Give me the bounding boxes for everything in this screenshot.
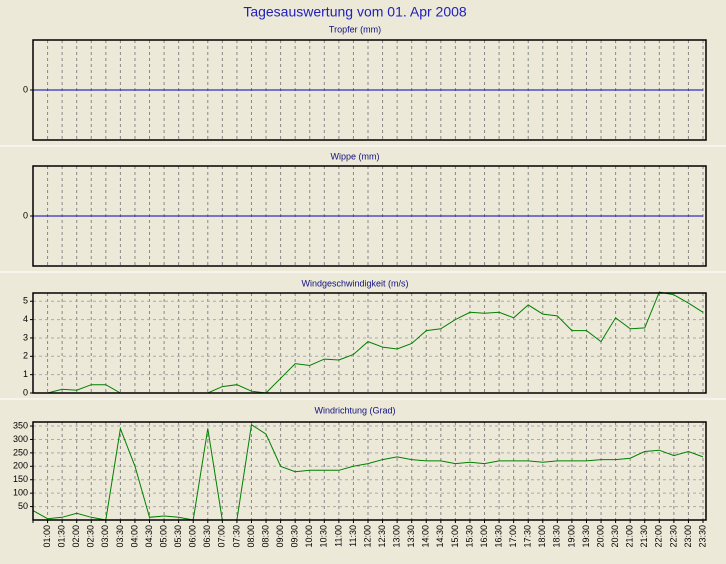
x-tick-label: 05:30 (173, 525, 183, 548)
x-tick-label: 04:30 (144, 525, 154, 548)
y-tick-label: 0 (23, 387, 28, 397)
y-tick-label: 300 (13, 434, 28, 444)
x-tick-label: 09:30 (290, 525, 300, 548)
plot-frame (32, 165, 707, 267)
x-tick-label: 16:00 (479, 525, 489, 548)
y-tick-label: 1 (23, 369, 28, 379)
y-tick-label: 100 (13, 488, 28, 498)
x-tick-label: 07:00 (217, 525, 227, 548)
x-tick-label: 04:00 (129, 525, 139, 548)
x-tick-label: 07:30 (231, 525, 241, 548)
page-title: Tagesauswertung vom 01. Apr 2008 (243, 4, 467, 20)
x-tick-label: 22:30 (668, 525, 678, 548)
x-tick-label: 12:00 (362, 525, 372, 548)
x-tick-label: 21:30 (639, 525, 649, 548)
x-tick-label: 23:30 (697, 525, 707, 548)
x-tick-label: 18:00 (537, 525, 547, 548)
y-tick-label: 50 (18, 501, 28, 511)
x-tick-label: 17:30 (523, 525, 533, 548)
y-tick-label: 350 (13, 420, 28, 430)
x-tick-label: 08:00 (246, 525, 256, 548)
x-tick-label: 14:30 (435, 525, 445, 548)
y-tick-label: 200 (13, 461, 28, 471)
x-tick-label: 15:30 (464, 525, 474, 548)
x-tick-label: 08:30 (260, 525, 270, 548)
panel-title: Windgeschwindigkeit (m/s) (301, 278, 408, 288)
x-tick-label: 20:00 (595, 525, 605, 548)
x-tick-label: 10:30 (319, 525, 329, 548)
panel-title: Wippe (mm) (331, 151, 380, 161)
y-tick-label: 2 (23, 351, 28, 361)
panel-title: Windrichtung (Grad) (314, 405, 395, 415)
x-tick-label: 11:30 (348, 525, 358, 547)
x-tick-label: 19:00 (566, 525, 576, 548)
panel-title: Tropfer (mm) (329, 24, 381, 34)
y-tick-label: 0 (23, 84, 28, 94)
x-tick-label: 13:00 (391, 525, 401, 548)
x-tick-label: 18:30 (552, 525, 562, 548)
x-tick-label: 13:30 (406, 525, 416, 548)
y-tick-label: 150 (13, 474, 28, 484)
y-tick-label: 250 (13, 447, 28, 457)
y-tick-label: 3 (23, 332, 28, 342)
x-tick-label: 05:00 (158, 525, 168, 548)
x-tick-label: 02:30 (86, 525, 96, 548)
x-tick-label: 11:00 (333, 525, 343, 547)
x-tick-label: 16:30 (493, 525, 503, 548)
x-tick-label: 03:00 (100, 525, 110, 548)
x-tick-label: 21:00 (625, 525, 635, 548)
plot-frame (32, 39, 707, 141)
x-tick-label: 06:30 (202, 525, 212, 548)
x-tick-label: 12:30 (377, 525, 387, 548)
x-tick-label: 23:00 (683, 525, 693, 548)
plot-frame (32, 421, 707, 521)
x-tick-label: 01:30 (56, 525, 66, 548)
x-tick-label: 10:00 (304, 525, 314, 548)
x-tick-label: 03:30 (115, 525, 125, 548)
x-tick-label: 14:00 (421, 525, 431, 548)
x-tick-label: 19:30 (581, 525, 591, 548)
x-tick-label: 01:00 (42, 525, 52, 548)
y-tick-label: 4 (23, 314, 28, 324)
y-tick-label: 0 (23, 210, 28, 220)
x-tick-label: 20:30 (610, 525, 620, 548)
x-tick-label: 22:00 (654, 525, 664, 548)
plot-frame (32, 292, 707, 394)
x-tick-label: 02:00 (71, 525, 81, 548)
y-tick-label: 5 (23, 296, 28, 306)
x-tick-label: 17:00 (508, 525, 518, 548)
x-tick-label: 15:00 (450, 525, 460, 548)
data-line (32, 423, 704, 521)
x-tick-label: 06:00 (188, 525, 198, 548)
x-tick-label: 09:00 (275, 525, 285, 548)
